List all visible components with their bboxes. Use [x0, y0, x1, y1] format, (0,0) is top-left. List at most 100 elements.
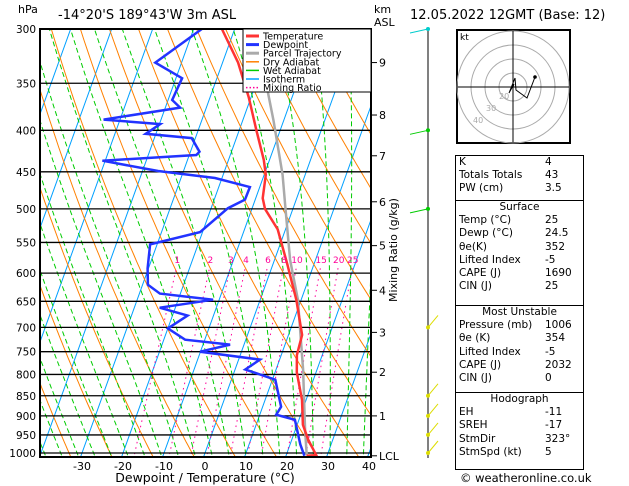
hodograph-table: Hodograph EH -11 SREH -17 StmDir 323° StmSpd (k…: [455, 392, 584, 470]
row-label: Totals Totals: [459, 169, 523, 182]
row-label: PW (cm): [459, 182, 504, 195]
pressure-tick-label: 350: [16, 78, 36, 90]
most-unstable-table: Most Unstable Pressure (mb) 1006 θe (K) 354 L…: [455, 305, 584, 393]
pressure-tick-label: 500: [16, 204, 36, 216]
temperature-tick-label: -30: [73, 460, 91, 473]
wet-adiabat-line: [93, 29, 230, 457]
km-tick-label: 2: [379, 366, 386, 379]
pressure-tick-label: 650: [16, 296, 36, 308]
wet-adiabat-line: [40, 399, 63, 457]
dry-adiabat-line: [225, 29, 371, 301]
row-value: 2032: [545, 358, 572, 371]
mixing-ratio-line: [133, 267, 178, 457]
copyright: © weatheronline.co.uk: [460, 471, 592, 485]
isotherm-line: [40, 29, 72, 116]
wind-barb-icon: [409, 129, 429, 135]
pressure-tick-label: 800: [16, 369, 36, 381]
legend-label: Dewpoint: [263, 40, 308, 51]
mixing-ratio-label: 25: [347, 256, 358, 266]
table-row: θe(K) 352: [456, 241, 583, 254]
km-tick-label: LCL: [379, 450, 400, 463]
pressure-tick-label: 750: [16, 347, 36, 359]
table-row: Lifted Index -5: [456, 254, 583, 267]
mixing-ratio-label: 3: [228, 256, 234, 266]
wind-barb-icon: [427, 383, 439, 397]
table-row: SREH -17: [456, 419, 583, 432]
table-row: StmDir 323°: [456, 433, 583, 446]
mixing-ratio-line: [305, 267, 339, 457]
section-title: Surface: [499, 201, 540, 213]
mixing-ratio-label: 6: [265, 256, 271, 266]
wet-adiabat-line: [40, 222, 129, 457]
pressure-tick-label: 700: [16, 322, 36, 334]
temperature-tick-label: 10: [239, 460, 253, 473]
row-label: CAPE (J): [459, 358, 502, 371]
indices-table: K 4 Totals Totals 43 PW (cm) 3.5: [455, 155, 584, 201]
table-row: Dewp (°C) 24.5: [456, 227, 583, 240]
pressure-tick-label: 300: [16, 24, 36, 36]
dry-adiabat-line: [79, 29, 278, 457]
hodograph-ring-label: 30: [486, 104, 496, 113]
surface-table: Surface Temp (°C) 25 Dewp (°C) 24.5 θe(K) 352 L…: [455, 200, 584, 306]
isotherm-line: [244, 104, 371, 457]
pressure-tick-label: 400: [16, 125, 36, 137]
row-label: K: [459, 156, 466, 168]
datetime-title: 12.05.2022 12GMT (Base: 12): [410, 8, 606, 23]
mixing-ratio-label: 20: [333, 256, 345, 266]
row-value: 24.5: [545, 227, 569, 240]
row-value: 4: [545, 156, 552, 168]
row-label: CIN (J): [459, 280, 492, 293]
dewpoint-line: [102, 29, 306, 457]
row-label: θe(K): [459, 240, 487, 253]
table-row: CAPE (J) 1690: [456, 267, 583, 280]
legend-label: Wet Adiabat: [263, 66, 321, 77]
table-row: Totals Totals 43: [456, 169, 583, 182]
temperature-tick-label: 30: [321, 460, 335, 473]
table-row: StmSpd (kt) 5: [456, 446, 583, 459]
dry-adiabat-line: [50, 29, 236, 457]
mixing-ratio-label: 4: [243, 256, 249, 266]
dry-adiabat-line: [196, 29, 371, 358]
legend-label: Dry Adiabat: [263, 57, 320, 68]
km-unit-label: km: [374, 3, 392, 16]
row-label: Lifted Index: [459, 253, 521, 266]
wind-barb-icon: [409, 208, 429, 214]
dry-adiabat-line: [40, 186, 154, 457]
wind-barb-icon: [427, 315, 439, 328]
hodograph-ring-label: 20: [499, 92, 509, 101]
mixing-ratio-label: 15: [315, 256, 326, 266]
row-label: Dewp (°C): [459, 227, 513, 240]
wet-adiabat-line: [154, 29, 264, 457]
wet-adiabat-line: [40, 172, 146, 457]
km-tick-label: 3: [379, 326, 386, 339]
hodograph-ring-label: 40: [473, 116, 483, 125]
wet-adiabat-line: [40, 268, 113, 457]
row-value: -17: [545, 419, 563, 432]
row-value: 354: [545, 332, 566, 345]
dry-adiabat-line: [283, 29, 371, 190]
wind-barb-icon: [427, 440, 439, 454]
row-label: CIN (J): [459, 371, 492, 384]
row-value: 3.5: [545, 182, 562, 195]
legend-label: Mixing Ratio: [263, 83, 322, 94]
mixing-ratio-label: 2: [208, 256, 214, 266]
isotherm-line: [326, 332, 371, 457]
row-value: 25: [545, 214, 559, 227]
wind-barbs: [409, 27, 439, 458]
row-label: StmSpd (kt): [459, 445, 522, 458]
table-row: θe (K) 354: [456, 332, 583, 345]
dry-adiabat-line: [585, 5, 629, 471]
location-title: -14°20'S 189°43'W 3m ASL: [58, 8, 237, 23]
legend-box: [242, 28, 372, 93]
dry-adiabat-line: [40, 87, 195, 457]
row-value: 1006: [545, 319, 572, 332]
temperature-tick-label: -10: [155, 460, 173, 473]
x-axis-label: Dewpoint / Temperature (°C): [115, 470, 294, 485]
pressure-tick-label: 950: [16, 430, 36, 442]
pressure-tick-label: 600: [16, 268, 36, 280]
table-row: Lifted Index -5: [456, 346, 583, 359]
row-label: Temp (°C): [459, 214, 512, 227]
section-title: Most Unstable: [482, 306, 557, 318]
